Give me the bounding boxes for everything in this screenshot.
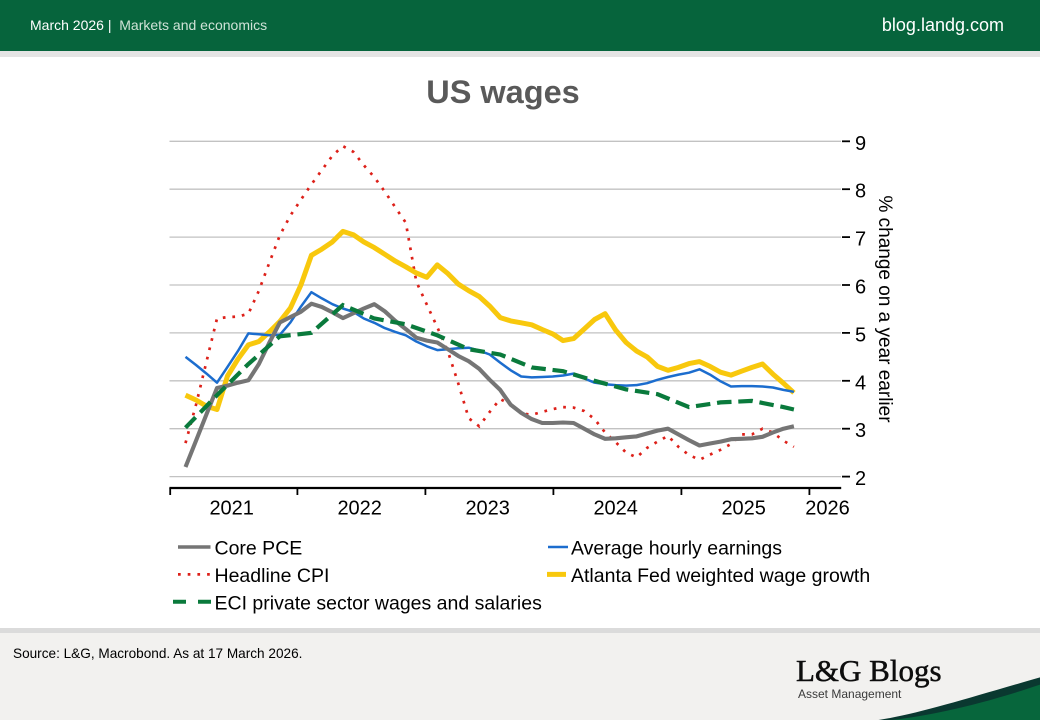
svg-text:Average hourly earnings: Average hourly earnings [571, 538, 782, 560]
svg-text:4: 4 [855, 372, 866, 394]
svg-text:2024: 2024 [593, 498, 638, 520]
svg-text:Headline CPI: Headline CPI [215, 565, 330, 587]
svg-text:Core PCE: Core PCE [215, 538, 303, 560]
svg-text:8: 8 [855, 181, 866, 203]
svg-text:ECI private sector wages and s: ECI private sector wages and salaries [215, 592, 543, 614]
svg-text:2023: 2023 [465, 498, 510, 520]
svg-text:2025: 2025 [721, 498, 766, 520]
svg-text:3: 3 [855, 420, 866, 442]
svg-text:% change on a year earlier: % change on a year earlier [874, 195, 895, 423]
svg-text:5: 5 [855, 324, 866, 346]
svg-text:9: 9 [855, 133, 866, 155]
svg-text:2: 2 [855, 468, 866, 490]
svg-text:6: 6 [855, 277, 866, 299]
svg-text:7: 7 [855, 229, 866, 251]
svg-text:2022: 2022 [337, 498, 382, 520]
svg-text:2021: 2021 [209, 498, 254, 520]
svg-text:2026: 2026 [805, 498, 850, 520]
svg-text:Atlanta Fed weighted wage grow: Atlanta Fed weighted wage growth [571, 565, 870, 587]
